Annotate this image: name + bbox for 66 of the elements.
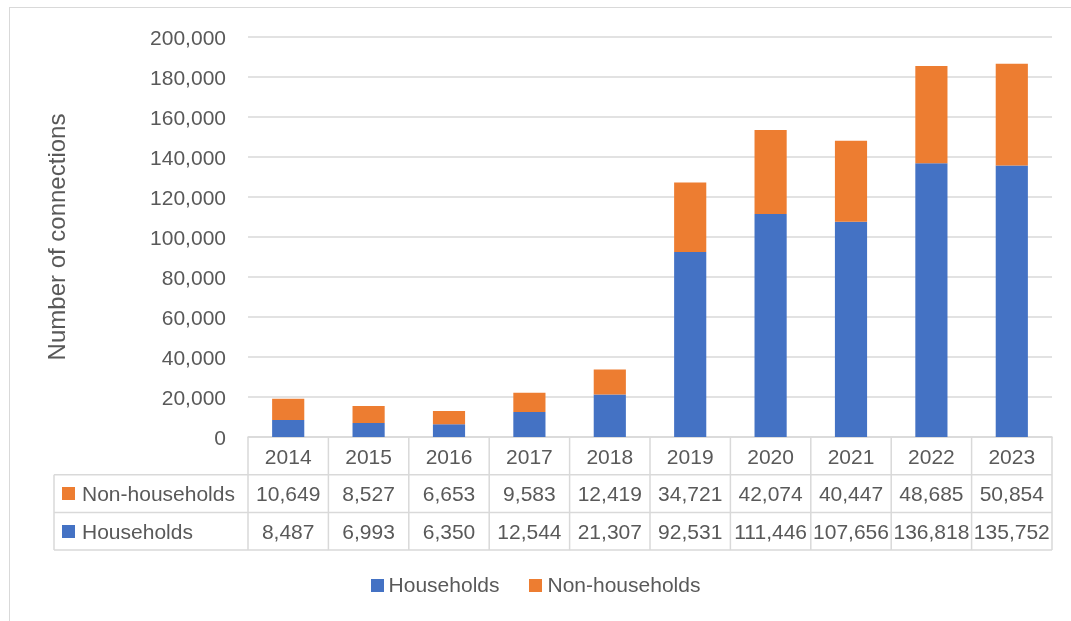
y-tick-label: 140,000 <box>150 145 226 169</box>
bar <box>593 394 626 437</box>
y-tick-label: 80,000 <box>161 265 226 289</box>
x-tick-label: 2015 <box>345 445 392 468</box>
data-label: 48,685 <box>899 482 964 506</box>
x-tick-label: 2017 <box>506 445 553 468</box>
bar <box>834 140 868 222</box>
bar <box>915 65 948 164</box>
bar <box>674 251 707 437</box>
bar <box>593 369 626 395</box>
data-label: 6,350 <box>422 519 476 543</box>
bar <box>272 420 305 437</box>
data-label: 6,653 <box>422 482 476 506</box>
y-tick-label: 180,000 <box>150 65 226 89</box>
legend-label: Households <box>82 519 193 543</box>
x-tick-label: 2023 <box>988 445 1036 468</box>
bar <box>432 424 466 437</box>
text: Households <box>388 573 500 596</box>
data-label: 8,527 <box>342 482 395 506</box>
bar <box>915 163 948 437</box>
bar <box>432 410 466 425</box>
bar <box>834 221 868 437</box>
x-tick-label: 2018 <box>586 445 634 468</box>
x-tick-label: 2020 <box>747 445 794 468</box>
y-tick-label: 160,000 <box>150 105 226 129</box>
data-label: 12,544 <box>497 519 562 543</box>
y-tick-label: 40,000 <box>161 345 226 369</box>
data-label: 12,419 <box>577 482 642 506</box>
y-tick-label: 200,000 <box>150 25 226 49</box>
y-tick-label: 100,000 <box>150 225 226 249</box>
data-label: 8,487 <box>261 519 315 543</box>
bar <box>513 411 546 437</box>
data-label: 135,752 <box>973 519 1050 543</box>
bar <box>674 182 707 252</box>
data-label: 6,993 <box>342 519 395 543</box>
data-label: 21,307 <box>577 519 642 543</box>
data-label: 107,656 <box>813 519 889 543</box>
text: Non-households <box>547 573 701 596</box>
x-tick-label: 2016 <box>425 445 473 468</box>
y-tick-label: 0 <box>214 425 226 449</box>
legend-label: Non-households <box>82 482 235 506</box>
data-label: 50,854 <box>979 482 1045 506</box>
bar <box>513 392 546 412</box>
bar <box>995 63 1028 166</box>
x-tick-label: 2022 <box>908 445 955 468</box>
bar <box>272 398 305 421</box>
bar <box>754 214 787 437</box>
bar <box>352 405 385 424</box>
y-axis-title: Number of connections <box>42 113 70 361</box>
data-label: 92,531 <box>658 519 723 543</box>
data-label: 34,721 <box>658 482 723 506</box>
data-label: 42,074 <box>738 482 804 506</box>
x-tick-label: 2019 <box>666 445 714 468</box>
bar <box>754 129 787 215</box>
bar <box>995 165 1028 437</box>
data-label: 40,447 <box>818 482 884 506</box>
data-label: 136,818 <box>893 519 970 543</box>
y-tick-label: 120,000 <box>150 185 226 209</box>
data-label: 111,446 <box>734 519 807 543</box>
y-tick-label: 20,000 <box>161 385 226 409</box>
x-tick-label: 2014 <box>264 445 312 468</box>
data-label: 9,583 <box>503 482 556 506</box>
bar <box>352 423 385 437</box>
y-tick-label: 60,000 <box>161 305 226 329</box>
data-label: 10,649 <box>256 482 321 506</box>
x-tick-label: 2021 <box>827 445 875 468</box>
